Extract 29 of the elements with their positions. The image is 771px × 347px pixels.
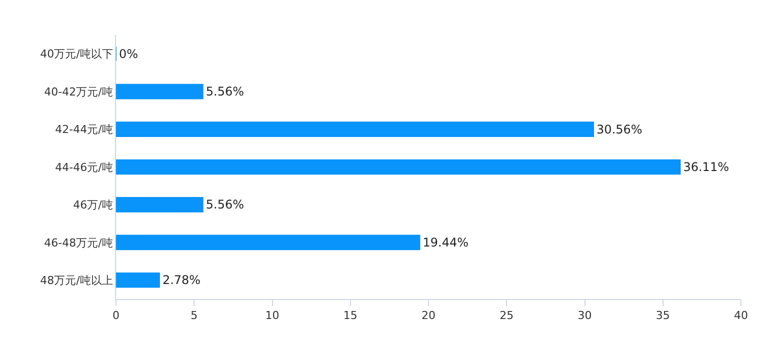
bar — [116, 122, 594, 137]
data-label: 36.11% — [683, 160, 729, 174]
y-tick-label: 40万元/吨以下 — [40, 48, 113, 61]
x-tick-label: 0 — [112, 309, 120, 322]
y-tick-label: 40-42万元/吨 — [44, 85, 113, 98]
data-label: 30.56% — [596, 122, 642, 136]
bar — [116, 272, 160, 288]
x-tick-label: 20 — [422, 309, 436, 322]
x-tick-label: 35 — [656, 309, 670, 322]
x-tick-label: 25 — [500, 309, 514, 322]
y-tick-label: 46-48万元/吨 — [44, 236, 113, 250]
bar — [116, 84, 204, 100]
x-tick-label: 15 — [343, 309, 358, 322]
x-tick-label: 5 — [190, 309, 198, 322]
bar — [116, 234, 420, 250]
data-label: 19.44% — [422, 235, 469, 250]
y-tick-label: 42-44元/吨 — [55, 123, 113, 136]
data-label: 5.56% — [206, 198, 244, 212]
x-tick-label: 40 — [734, 309, 748, 322]
data-label: 5.56% — [206, 84, 244, 99]
bar — [116, 159, 681, 175]
x-tick-label: 30 — [578, 309, 592, 322]
y-tick-label: 48万元/吨以上 — [40, 274, 113, 287]
bar — [116, 197, 204, 212]
data-label: 0% — [119, 46, 138, 61]
x-tick-label: 10 — [265, 309, 280, 322]
data-label: 2.78% — [162, 273, 201, 288]
y-tick-label: 46万/吨 — [73, 198, 113, 212]
y-tick-label: 44-46元/吨 — [55, 160, 113, 174]
